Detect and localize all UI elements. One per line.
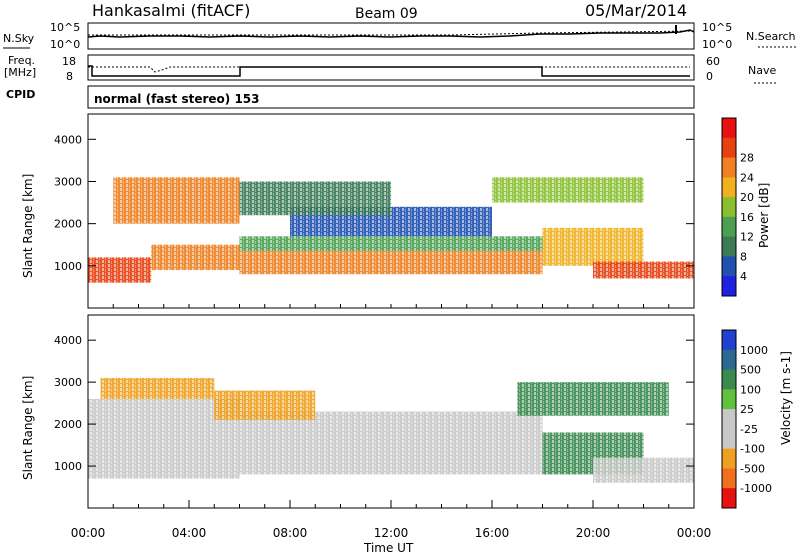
colorbar-swatch [722,276,736,297]
noise-search-trace [88,30,695,36]
colorbar-frame [721,117,737,297]
station-title: Hankasalmi (fitACF) [92,1,250,20]
time-axis: 00:00 04:00 08:00 12:00 16:00 20:00 00:00 [71,304,712,540]
nave-tick-top: 60 [706,55,720,68]
y-tick-label: 4000 [54,334,82,347]
colorbar-swatch [722,349,736,371]
colorbar-swatch [722,137,736,159]
colorbar-swatch [722,197,736,218]
freq-trace [88,65,690,77]
noise-sky-label: N.Sky [3,32,35,45]
noise-search-label: N.Search [746,30,796,43]
colorbar-swatch [722,428,736,450]
colorbar-tick-label: 25 [740,403,754,416]
colorbar-swatch [722,216,736,238]
noise-left-tick-top: 10^5 [50,21,80,34]
power-y-axis: 1000 2000 3000 4000 [54,133,694,273]
x-tick-label: 04:00 [172,526,207,540]
x-tick-label: 00:00 [677,526,712,540]
x-tick-label: 20:00 [576,526,611,540]
colorbar-frame [721,329,737,509]
x-tick-label: 12:00 [374,526,409,540]
beam-title: Beam 09 [355,6,418,22]
power-colorbar: 4 8 12 16 20 24 28 [721,117,754,297]
colorbar-swatch [722,118,736,139]
colorbar-tick-label: 100 [740,383,761,396]
nave-trace [88,66,690,73]
colorbar-tick-label: -100 [740,443,765,456]
velocity-panel: 1000 2000 3000 4000 Slant Range [km] 1000 50… [21,304,793,555]
cpid-value: normal (fast stereo) 153 [94,92,260,106]
colorbar-swatch [722,369,736,390]
cpid-bar [87,85,695,109]
y-tick-label: 2000 [54,418,82,431]
colorbar-tick-label: 24 [740,171,754,184]
colorbar-swatch [722,177,736,198]
colorbar-tick-label: 16 [740,211,754,224]
colorbar-tick-label: -25 [740,423,758,436]
nave-label: Nave [748,64,776,77]
colorbar-swatch [722,389,736,410]
colorbar-tick-label: 1000 [740,344,768,357]
colorbar-swatch [722,330,736,351]
y-tick-label: 3000 [54,376,82,389]
cpid-label: CPID [6,88,35,101]
velocity-ylabel: Slant Range [km] [21,376,35,480]
noise-sky-trace [87,29,695,38]
velocity-colorbar: 1000 500 100 25 -25 -100 -500 -1000 [721,329,772,509]
power-ylabel: Slant Range [km] [21,174,35,278]
y-tick-label: 3000 [54,175,82,188]
y-tick-label: 1000 [54,460,82,473]
power-colorbar-label: Power [dB] [757,183,771,248]
noise-left-tick-bottom: 10^0 [50,38,80,51]
freq-tick-bottom: 8 [66,70,73,83]
colorbar-tick-label: -500 [740,462,765,475]
freq-label-1: Freq. [8,54,35,67]
power-panel: 1000 2000 3000 4000 Slant Range [km] 4 8 12 16… [21,113,771,309]
colorbar-tick-label: 500 [740,364,761,377]
x-tick-label: 00:00 [71,526,106,540]
freq-tick-top: 18 [62,55,76,68]
colorbar-swatch [722,488,736,509]
colorbar-tick-label: -1000 [740,482,772,495]
noise-panel: N.Sky 10^5 10^0 10^5 10^0 N.Search [3,21,796,51]
freq-label-2: [MHz] [4,66,36,79]
nave-tick-bottom: 0 [706,70,713,83]
date-title: 05/Mar/2014 [585,1,687,20]
time-axis-label: Time UT [363,541,414,554]
colorbar-swatch [722,409,736,430]
colorbar-tick-label: 8 [740,250,747,263]
colorbar-swatch [722,448,736,469]
noise-right-tick-bottom: 10^0 [702,38,732,51]
y-tick-label: 4000 [54,133,82,146]
colorbar-swatch [722,157,736,178]
x-tick-label: 08:00 [273,526,308,540]
colorbar-tick-label: 28 [740,152,754,165]
colorbar-tick-label: 20 [740,191,754,204]
colorbar-tick-label: 12 [740,231,754,244]
colorbar-tick-label: 4 [740,270,747,283]
colorbar-swatch [722,256,736,277]
freq-panel: Freq. [MHz] 18 8 60 0 Nave [4,54,776,84]
colorbar-swatch [722,468,736,489]
y-tick-label: 2000 [54,218,82,231]
y-tick-label: 1000 [54,260,82,273]
velocity-colorbar-label: Velocity [m s-1] [779,351,793,445]
colorbar-swatch [722,236,736,257]
velocity-y-axis: 1000 2000 3000 4000 [54,334,694,473]
x-tick-label: 16:00 [475,526,510,540]
noise-right-tick-top: 10^5 [702,21,732,34]
